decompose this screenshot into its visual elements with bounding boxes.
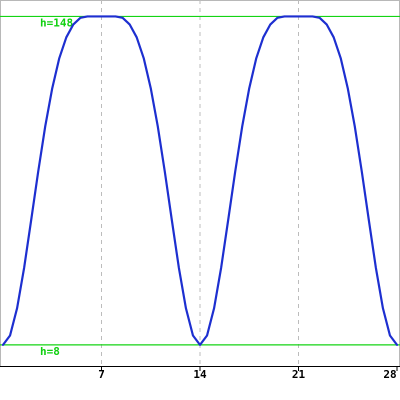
x-tick-label-1: 14 <box>193 368 207 381</box>
series-line-0 <box>1 15 399 346</box>
x-tick-label-0: 7 <box>98 368 105 381</box>
reference-line-label-0: h=148 <box>40 16 73 29</box>
x-tick-label-3: 28 <box>383 368 396 381</box>
series-layer <box>1 15 399 346</box>
x-tick-label-2: 21 <box>292 368 306 381</box>
x-axis: 7 14 21 28 <box>0 366 400 381</box>
grid-layer <box>101 0 299 366</box>
reference-line-label-1: h=8 <box>40 345 60 358</box>
